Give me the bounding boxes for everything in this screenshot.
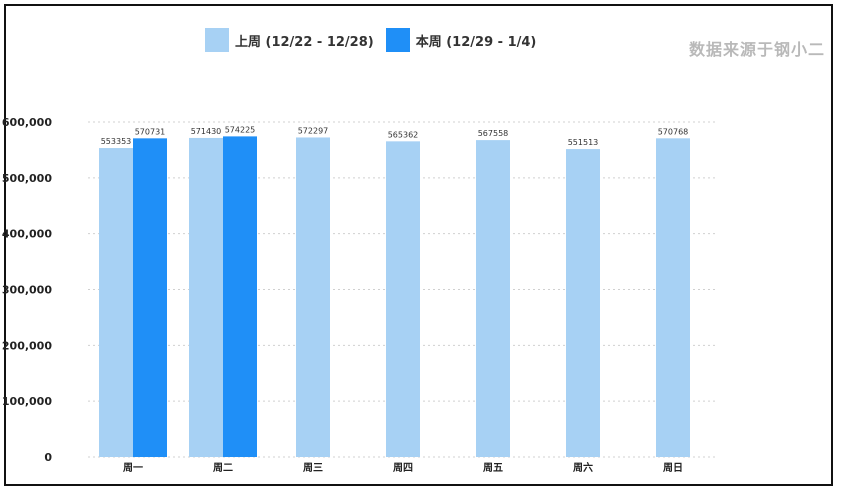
legend: 上周 (12/22 - 12/28) 本周 (12/29 - 1/4)	[205, 28, 536, 52]
x-category-label: 周二	[213, 462, 233, 474]
data-label-last-week: 565362	[388, 130, 419, 139]
y-tick-label: 600,000	[2, 116, 52, 129]
x-category-label: 周一	[123, 462, 143, 474]
legend-label-this-week: 本周 (12/29 - 1/4)	[415, 34, 537, 50]
data-label-last-week: 571430	[191, 127, 222, 136]
x-category-label: 周六	[573, 461, 593, 474]
bar-this-week	[223, 136, 257, 457]
y-tick-label: 400,000	[2, 228, 52, 241]
bar-last-week	[386, 141, 420, 458]
legend-item-this-week[interactable]: 本周 (12/29 - 1/4)	[385, 28, 537, 52]
bar-this-week	[133, 138, 167, 457]
bar-last-week	[99, 148, 133, 458]
bar-last-week	[189, 137, 223, 457]
x-category-label: 周三	[303, 462, 323, 474]
y-tick-label: 100,000	[2, 395, 52, 408]
legend-item-last-week[interactable]: 上周 (12/22 - 12/28)	[205, 28, 374, 52]
bar-last-week	[566, 149, 600, 458]
legend-label-last-week: 上周 (12/22 - 12/28)	[235, 34, 374, 50]
y-tick-label: 300,000	[2, 284, 52, 297]
y-tick-label: 500,000	[2, 172, 52, 185]
bar-last-week	[656, 138, 690, 457]
x-category-label: 周日	[663, 462, 683, 474]
x-category-label: 周五	[483, 462, 503, 474]
data-source-note: 数据来源于钢小二	[688, 40, 825, 59]
legend-swatch-this-week	[385, 28, 410, 52]
x-category-label: 周四	[393, 462, 413, 474]
y-tick-label: 200,000	[2, 339, 52, 352]
bar-last-week	[476, 140, 510, 457]
data-label-last-week: 570768	[658, 127, 689, 136]
data-label-last-week: 551513	[568, 138, 599, 147]
data-label-this-week: 570731	[135, 127, 166, 136]
data-label-last-week: 572297	[298, 126, 329, 135]
y-tick-label: 0	[44, 451, 52, 464]
data-label-this-week: 574225	[225, 125, 256, 134]
bar-last-week	[296, 137, 330, 457]
legend-swatch-last-week	[205, 28, 229, 52]
data-label-last-week: 553353	[101, 137, 132, 146]
data-label-last-week: 567558	[478, 129, 509, 138]
